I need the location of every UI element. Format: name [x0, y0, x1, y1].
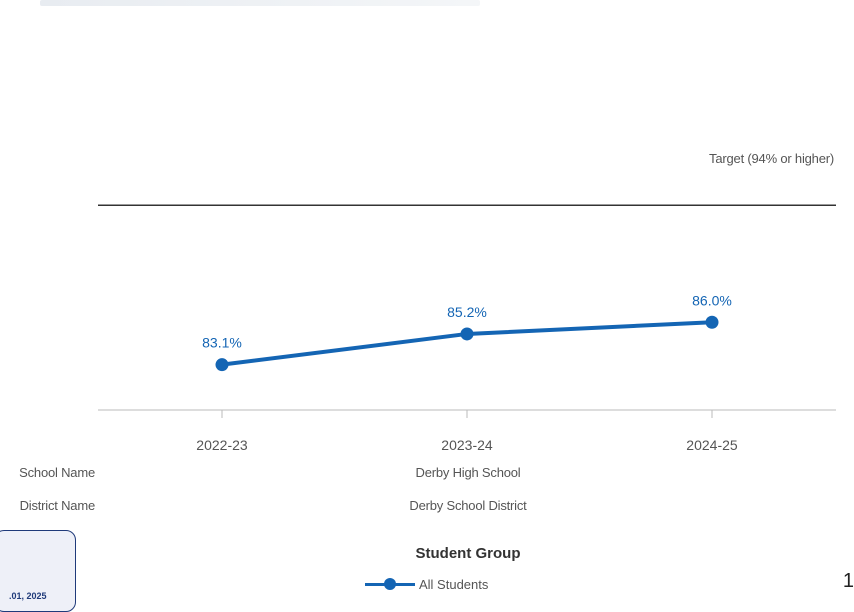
school-name-label: School Name: [19, 465, 95, 480]
side-info-box: .01, 2025: [0, 530, 76, 612]
data-label: 83.1%: [202, 335, 242, 351]
side-box-date: .01, 2025: [9, 591, 47, 601]
data-label: 85.2%: [447, 304, 487, 320]
district-name-value: Derby School District: [409, 498, 527, 513]
x-tick-label: 2022-23: [196, 437, 248, 453]
x-tick-label: 2024-25: [686, 437, 738, 453]
data-label: 86.0%: [692, 292, 732, 308]
legend-title: Student Group: [415, 545, 521, 562]
data-point: [705, 315, 719, 329]
legend-item-all-students[interactable]: All Students: [365, 574, 488, 594]
data-point: [460, 327, 474, 341]
x-tick-label: 2023-24: [441, 437, 493, 453]
school-name-value: Derby High School: [415, 465, 521, 480]
legend-series-label: All Students: [419, 576, 489, 592]
top-header-strip: [40, 0, 480, 6]
line-chart: 2022-23 2023-24 2024-25 83.1% 85.2% 86.0%: [98, 204, 836, 453]
legend-series-icon: [365, 577, 415, 591]
page-number: 1: [842, 570, 854, 592]
target-label: Target (94% or higher): [709, 151, 834, 166]
district-name-label: District Name: [19, 498, 96, 513]
data-point: [215, 358, 229, 372]
